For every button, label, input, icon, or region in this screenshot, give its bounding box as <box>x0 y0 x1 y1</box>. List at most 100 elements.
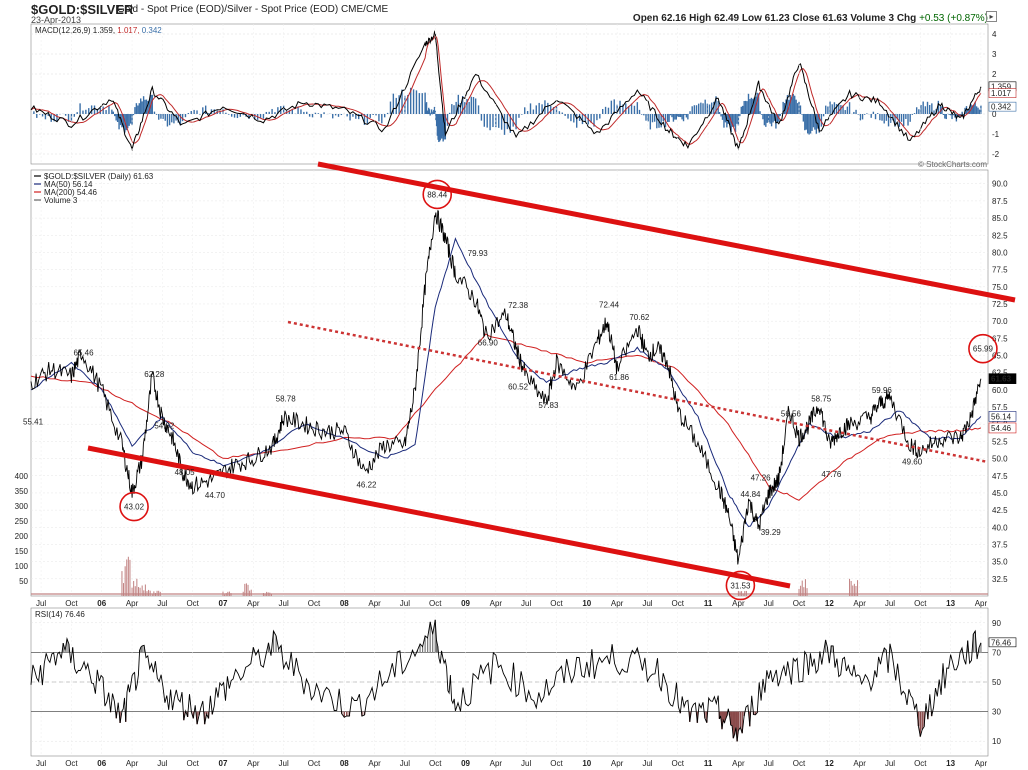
close-value: 61.63 <box>822 13 848 24</box>
annotation-circle <box>119 491 149 522</box>
chg-value: +0.53 (+0.87%) <box>919 13 988 24</box>
low-value: 61.23 <box>764 13 790 24</box>
price-x-label: Jul <box>279 599 289 608</box>
price-tick-label: 75.0 <box>992 283 1008 292</box>
rsi-x-label: 13 <box>946 759 955 768</box>
price-annotation: 56.56 <box>781 410 802 419</box>
price-value-tag-text: 61.63 <box>991 375 1012 384</box>
price-annotation: 57.83 <box>538 401 559 410</box>
price-tick-label: 52.5 <box>992 437 1008 446</box>
upper-trendline <box>317 161 1016 303</box>
price-x-label: 11 <box>704 599 713 608</box>
macd-tick-label: -1 <box>992 130 1000 139</box>
price-x-label: Apr <box>732 599 745 608</box>
volume-value: 3 <box>888 13 895 24</box>
macd-tick-label: 3 <box>992 50 997 59</box>
watermark: © StockCharts.com <box>918 160 988 169</box>
price-annotation: 62.28 <box>144 370 165 379</box>
macd-legend-name: MACD(12,26,9) <box>35 26 93 35</box>
quote-summary: Open 62.16 High 62.49 Low 61.23 Close 61… <box>633 13 988 24</box>
rsi-value-tag <box>988 637 1017 648</box>
price-annotation: 65.46 <box>74 348 95 357</box>
price-tick-label: 32.5 <box>992 575 1008 584</box>
price-tick-label: 60.0 <box>992 386 1008 395</box>
volume-tick-label: 50 <box>19 577 28 586</box>
price-x-label: Oct <box>186 599 199 608</box>
high-value: 62.49 <box>714 13 740 24</box>
volume-tick-label: 250 <box>15 517 29 526</box>
price-tick-label: 90.0 <box>992 180 1008 189</box>
rsi-x-label: Apr <box>247 759 260 768</box>
price-x-label: Oct <box>672 599 685 608</box>
price-annotation: 58.78 <box>276 394 297 403</box>
rsi-x-label: Apr <box>611 759 624 768</box>
expand-icon[interactable]: ▸ <box>986 11 997 22</box>
rsi-tick-label: 50 <box>992 678 1001 687</box>
price-tick-label: 35.0 <box>992 558 1008 567</box>
chart-date: 23-Apr-2013 <box>31 15 82 25</box>
price-tick-label: 67.5 <box>992 334 1008 343</box>
price-value-tag-text: 54.46 <box>991 424 1012 433</box>
price-x-label: Apr <box>975 599 988 608</box>
annotation-circle <box>968 333 998 364</box>
price-tick-label: 57.5 <box>992 403 1008 412</box>
rsi-x-label: 06 <box>97 759 106 768</box>
macd-value-tag <box>988 101 1017 112</box>
price-annotation: 49.60 <box>902 457 923 466</box>
rsi-x-label: Oct <box>914 759 927 768</box>
macd-signal-value: 1.017, <box>117 26 141 35</box>
midline-dotted <box>287 320 989 464</box>
price-tick-label: 82.5 <box>992 231 1008 240</box>
rsi-x-label: 09 <box>461 759 470 768</box>
price-x-label: 08 <box>340 599 349 608</box>
rsi-x-label: 12 <box>825 759 834 768</box>
rsi-x-label: Jul <box>521 759 531 768</box>
price-tick-label: 40.0 <box>992 523 1008 532</box>
chg-label: Chg <box>896 13 917 24</box>
price-annotation: 79.93 <box>468 249 489 258</box>
price-tick-label: 72.5 <box>992 300 1008 309</box>
price-tick-label: 85.0 <box>992 214 1008 223</box>
rsi-x-label: Apr <box>126 759 139 768</box>
price-value-tag <box>988 422 1017 434</box>
price-x-label: Apr <box>368 599 381 608</box>
volume-tick-label: 100 <box>15 562 29 571</box>
rsi-x-label: Jul <box>36 759 46 768</box>
rsi-x-label: Oct <box>672 759 685 768</box>
rsi-x-label: Jul <box>279 759 289 768</box>
price-annotation: 61.86 <box>609 373 630 382</box>
price-annotation: 47.76 <box>821 470 842 479</box>
price-x-label: 07 <box>219 599 228 608</box>
price-tick-label: 80.0 <box>992 248 1008 257</box>
price-x-label: 13 <box>946 599 955 608</box>
macd-tick-label: 4 <box>992 30 997 39</box>
price-annotation: 44.84 <box>740 490 761 499</box>
rsi-line <box>30 619 982 742</box>
price-x-label: Oct <box>914 599 927 608</box>
price-annotation: 88.44 <box>427 190 448 199</box>
open-value: 62.16 <box>661 13 687 24</box>
price-annotation: 47.26 <box>751 473 772 482</box>
price-line <box>30 210 982 565</box>
rsi-x-label: Oct <box>793 759 806 768</box>
volume-tick-label: 400 <box>15 472 29 481</box>
price-x-label: Jul <box>642 599 652 608</box>
price-value-tag-text: 56.14 <box>991 412 1012 421</box>
rsi-tick-label: 30 <box>992 708 1001 717</box>
macd-value-tag-text: 1.017 <box>991 89 1012 98</box>
ma200-line <box>30 333 982 501</box>
rsi-tick-label: 70 <box>992 648 1001 657</box>
macd-hist-value: 0.342 <box>142 26 163 35</box>
price-annotation: 72.44 <box>599 300 620 309</box>
price-x-label: Jul <box>36 599 46 608</box>
ma50-legend: MA(50) 56.14 <box>44 180 93 189</box>
price-annotation: 60.52 <box>508 382 529 391</box>
rsi-tick-label: 90 <box>992 619 1001 628</box>
rsi-x-label: Apr <box>853 759 866 768</box>
rsi-x-label: Jul <box>400 759 410 768</box>
price-annotation: 48.05 <box>175 468 196 477</box>
volume-tick-label: 200 <box>15 532 29 541</box>
rsi-x-label: Oct <box>186 759 199 768</box>
price-tick-label: 62.5 <box>992 369 1008 378</box>
